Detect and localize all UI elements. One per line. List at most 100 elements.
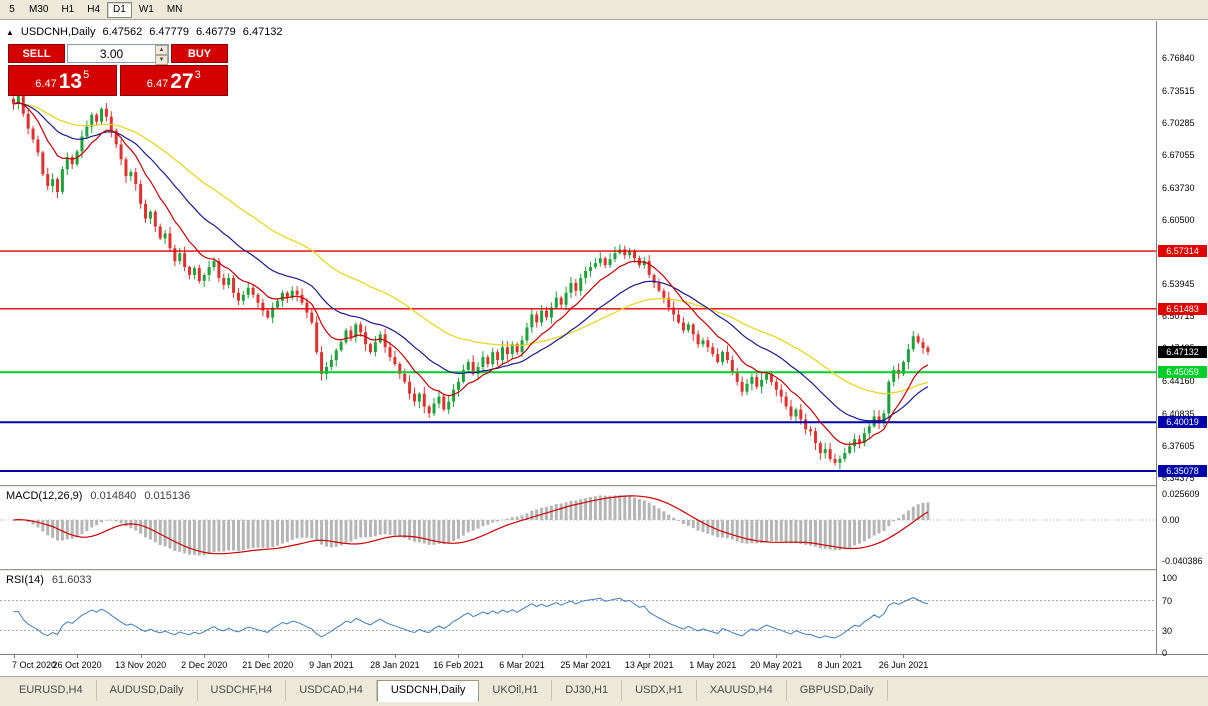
scale-tick-label: 6.63730 — [1162, 182, 1195, 193]
rsi-label: RSI(14) — [6, 574, 44, 586]
rsi-indicator-panel[interactable] — [0, 571, 1156, 654]
scale-tick-label: 6.76840 — [1162, 53, 1195, 63]
scale-tick-label: 6.73515 — [1162, 85, 1195, 96]
date-label: 25 Mar 2021 — [560, 660, 611, 670]
scale-tick-label: -0.040386 — [1162, 555, 1203, 566]
moving-average-line-10 — [13, 101, 929, 446]
sell-button[interactable]: SELL — [8, 44, 65, 63]
moving-average-line-25 — [13, 102, 929, 422]
chart-tab-usdx-h1[interactable]: USDX,H1 — [622, 680, 697, 701]
timeframe-button-mn[interactable]: MN — [161, 2, 189, 18]
chart-tab-eurusd-h4[interactable]: EURUSD,H4 — [6, 680, 97, 701]
time-axis[interactable]: 7 Oct 2020 26 Oct 2020 13 Nov 2020 2 Dec 20… — [0, 654, 1208, 676]
date-label: 13 Apr 2021 — [624, 660, 674, 670]
volume-increase-button[interactable]: ▲ — [155, 45, 168, 55]
time-axis-tick — [267, 655, 269, 658]
time-axis-tick — [649, 655, 651, 658]
price-level-tag: 6.35078 — [1158, 465, 1207, 478]
scale-tick-label: 30 — [1162, 625, 1173, 636]
chart-tab-xauusd-h4[interactable]: XAUUSD,H4 — [697, 680, 787, 701]
chart-tab-usdcad-h4[interactable]: USDCAD,H4 — [286, 680, 377, 701]
date-label: 16 Feb 2021 — [433, 660, 484, 670]
time-axis-tick — [13, 655, 15, 658]
scale-tick-label: 6.44160 — [1162, 376, 1195, 387]
date-label: 28 Jan 2021 — [370, 660, 420, 670]
volume-decrease-button[interactable]: ▼ — [155, 55, 168, 65]
date-label: 26 Jun 2021 — [878, 660, 929, 670]
scale-tick-label: 6.37605 — [1162, 441, 1195, 452]
time-axis-tick — [839, 655, 841, 658]
rsi-line — [13, 597, 929, 639]
price-level-tag: 6.40019 — [1158, 416, 1207, 429]
chart-tabs-bar: EURUSD,H4 AUDUSD,Daily USDCHF,H4 USDCAD,H4 U… — [0, 676, 1208, 706]
price-level-tag: 6.47132 — [1158, 345, 1207, 358]
time-axis-tick — [712, 655, 714, 658]
time-axis-tick — [776, 655, 778, 658]
time-axis-tick — [204, 655, 206, 658]
time-axis-tick — [522, 655, 524, 658]
time-axis-tick — [458, 655, 460, 658]
price-chart-panel[interactable] — [0, 21, 1156, 485]
sell-price-point: 5 — [83, 69, 90, 81]
buy-price-pips: 27 — [170, 70, 194, 93]
scale-tick-label: 6.60500 — [1162, 214, 1195, 225]
scale-tick-label: 6.34375 — [1162, 472, 1195, 483]
time-axis-tick — [331, 655, 333, 658]
buy-button[interactable]: BUY — [171, 44, 228, 63]
scale-tick-label: 6.50715 — [1162, 311, 1195, 322]
chart-header: ▲ USDCNH,Daily 6.47562 6.47779 6.46779 6… — [6, 26, 283, 38]
scale-tick-label: 0.025609 — [1162, 489, 1200, 499]
time-axis-tick — [394, 655, 396, 658]
candles-layer — [12, 88, 930, 470]
date-label: 21 Dec 2020 — [242, 660, 294, 670]
timeframe-button-w1[interactable]: W1 — [133, 2, 160, 18]
rsi-value: 61.6033 — [51, 574, 92, 586]
macd-indicator-panel[interactable] — [0, 487, 1156, 569]
timeframe-button-m30[interactable]: M30 — [23, 2, 54, 18]
moving-average-line-50 — [13, 102, 929, 395]
buy-price-display[interactable]: 6.47 27 3 — [119, 65, 228, 96]
date-label: 9 Jan 2021 — [309, 660, 354, 670]
chart-tab-usdchf-h4[interactable]: USDCHF,H4 — [198, 680, 287, 701]
sell-price-base: 6.47 — [35, 78, 57, 90]
chart-tab-dj30-h1[interactable]: DJ30,H1 — [552, 680, 623, 701]
collapse-chart-icon[interactable]: ▲ — [6, 27, 14, 37]
date-label: 1 May 2021 — [689, 660, 737, 670]
date-label: 6 Mar 2021 — [499, 660, 545, 670]
chart-tab-audusd-daily[interactable]: AUDUSD,Daily — [97, 680, 198, 701]
timeframe-button-d1[interactable]: D1 — [107, 1, 132, 18]
scale-tick-label: 0.00 — [1162, 515, 1180, 525]
chart-symbol-title: USDCNH,Daily — [20, 26, 96, 38]
ohlc-high: 6.47779 — [149, 26, 190, 38]
time-axis-tick — [585, 655, 587, 658]
timeframe-button-h4[interactable]: H4 — [81, 2, 106, 18]
chart-tab-gbpusd-daily[interactable]: GBPUSD,Daily — [787, 680, 888, 701]
time-axis-tick — [77, 655, 79, 658]
chart-tab-ukoil-h1[interactable]: UKOil,H1 — [479, 680, 553, 701]
timeframe-toolbar: 5 M30 H1 H4 D1 W1 MN — [0, 0, 1208, 20]
scale-tick-label: 100 — [1162, 573, 1178, 583]
price-level-tag: 6.45059 — [1158, 366, 1207, 379]
macd-signal-line — [13, 495, 929, 555]
macd-signal-value: 0.015136 — [144, 490, 191, 502]
buy-price-point: 3 — [194, 69, 201, 81]
volume-spinner: ▲ ▼ — [67, 44, 169, 65]
ohlc-low: 6.46779 — [196, 26, 236, 38]
chart-tab-usdcnh-daily[interactable]: USDCNH,Daily — [376, 680, 480, 702]
scale-tick-label: 6.67055 — [1162, 149, 1195, 160]
sell-price-display[interactable]: 6.47 13 5 — [8, 65, 117, 96]
macd-histogram — [12, 495, 930, 556]
scale-tick-label: 70 — [1162, 595, 1173, 606]
timeframe-button-h1[interactable]: H1 — [55, 2, 80, 18]
scale-tick-label: 0 — [1162, 648, 1168, 658]
volume-input[interactable] — [68, 45, 155, 62]
price-level-tag: 6.51483 — [1158, 302, 1207, 315]
time-axis-tick — [140, 655, 142, 658]
date-label: 26 Oct 2020 — [52, 660, 102, 670]
date-label: 2 Dec 2020 — [181, 660, 228, 670]
timeframe-button-5[interactable]: 5 — [2, 2, 22, 18]
scale-tick-label: 6.53945 — [1162, 279, 1195, 290]
scale-tick-label: 6.70285 — [1162, 117, 1195, 128]
price-scale[interactable]: 6.57314 6.51483 6.47132 6.45059 6.40019 6.350… — [1156, 21, 1208, 658]
